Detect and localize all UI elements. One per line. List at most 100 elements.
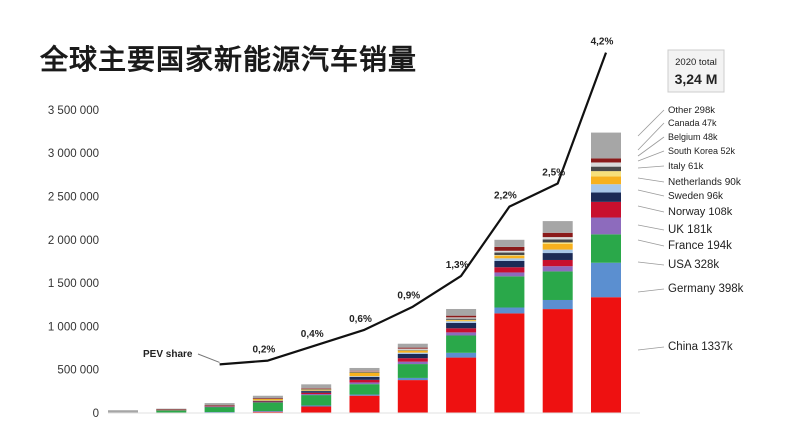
- bar-segment-france: [349, 382, 380, 385]
- bar-segment-norway: [349, 376, 380, 380]
- share-label: 0,9%: [397, 291, 420, 302]
- legend-leader: [637, 165, 665, 169]
- bar-segment-canada: [349, 370, 380, 372]
- total-value: 3,24 M: [675, 71, 718, 87]
- bar-segment-canada: [204, 405, 235, 406]
- bar-segment-netherlands: [301, 389, 332, 391]
- bar-segment-sweden: [494, 258, 525, 261]
- bar-segment-italy: [397, 350, 428, 351]
- bar-segment-china: [301, 406, 332, 413]
- bar-segment-usa: [591, 234, 621, 263]
- bar-segment-france: [542, 266, 573, 272]
- legend-label-germany: Germany 398k: [668, 283, 744, 295]
- legend-leader: [637, 189, 665, 197]
- chart-title: 全球主要国家新能源汽车销量: [40, 43, 418, 76]
- y-tick-label: 1 000 000: [48, 321, 99, 333]
- bar-segment-other: [446, 308, 477, 316]
- bar-segment-china: [542, 309, 573, 413]
- legend-leader: [637, 261, 665, 266]
- legend-label-china: China 1337k: [668, 341, 733, 353]
- bar-segment-norway: [542, 253, 573, 260]
- bar-segment-belgium: [349, 371, 380, 373]
- bar-segment-belgium: [397, 348, 428, 350]
- bar-segment-other: [591, 132, 621, 159]
- y-tick-label: 2 000 000: [48, 235, 99, 247]
- bar-segment-italy: [542, 242, 573, 244]
- bar-segment-uk: [252, 401, 283, 403]
- bar-segment-uk: [591, 201, 621, 218]
- bar-segment-south-korea: [349, 372, 380, 373]
- bar-segment-south-korea: [301, 389, 332, 390]
- bar-segment-sweden: [349, 376, 380, 377]
- bar-segment-sweden: [204, 405, 235, 407]
- bar-segment-netherlands: [542, 243, 573, 250]
- bar-segment-uk: [204, 406, 235, 407]
- y-tick-label: 500 000: [57, 365, 99, 377]
- bar-segment-belgium: [301, 388, 332, 390]
- bar-segment-netherlands: [591, 176, 621, 185]
- bar-segment-uk: [397, 358, 428, 362]
- bar-segment-usa: [252, 402, 283, 412]
- bar-segment-uk: [301, 392, 332, 395]
- bar-segment-usa: [156, 410, 187, 413]
- total-box: [667, 49, 725, 93]
- bar-segment-other: [108, 410, 138, 413]
- bar-segment-other: [301, 384, 332, 389]
- pev-share-leader: [197, 353, 220, 363]
- bar-segment-netherlands: [494, 255, 525, 259]
- legend-leader: [637, 136, 665, 157]
- total-caption: 2020 total: [675, 57, 717, 68]
- bar-segment-norway: [494, 260, 525, 268]
- bar-segment-norway: [301, 391, 332, 393]
- bar-segment-canada: [301, 388, 332, 389]
- bar-segment-sweden: [591, 184, 621, 193]
- legend-leader: [637, 205, 665, 213]
- bar-segment-south-korea: [542, 239, 573, 243]
- legend-leader: [637, 346, 665, 351]
- bar-segment-other: [542, 221, 573, 233]
- legend-label-italy: Italy 61k: [668, 161, 704, 172]
- legend-leader: [637, 224, 665, 231]
- bar-segment-other: [252, 395, 283, 398]
- bar-segment-usa: [542, 271, 573, 300]
- bar-segment-china: [252, 411, 283, 413]
- bar-segment-sweden: [252, 400, 283, 402]
- y-tick-label: 1 500 000: [48, 278, 99, 290]
- legend-label-canada: Canada 47k: [668, 118, 717, 128]
- bar-segment-south-korea: [397, 349, 428, 351]
- bar-segment-south-korea: [591, 166, 621, 172]
- bar-segment-china: [446, 357, 477, 413]
- bar-segment-usa: [494, 276, 525, 308]
- bar-segment-netherlands: [349, 372, 380, 377]
- bar-segment-france: [301, 394, 332, 396]
- bar-segment-germany: [252, 411, 283, 412]
- bar-segment-south-korea: [494, 252, 525, 256]
- legend-label-usa: USA 328k: [668, 259, 719, 271]
- bar-segment-canada: [591, 158, 621, 163]
- bar-segment-netherlands: [446, 320, 477, 322]
- bar-segment-italy: [591, 171, 621, 177]
- legend-leader: [637, 122, 665, 151]
- share-label: 0,4%: [301, 329, 324, 340]
- bar-segment-france: [494, 272, 525, 277]
- share-label: 1,3%: [446, 260, 469, 271]
- bar-segment-france: [446, 332, 477, 336]
- bar-segment-usa: [204, 406, 235, 413]
- bar-segment-china: [349, 395, 380, 413]
- bar-segment-other: [494, 239, 525, 247]
- pev-share-caption: PEV share: [143, 349, 193, 360]
- y-tick-label: 3 000 000: [48, 148, 99, 160]
- bar-segment-france: [591, 217, 621, 235]
- bar-segment-usa: [446, 335, 477, 353]
- bar-segment-uk: [494, 267, 525, 273]
- bar-segment-canada: [252, 397, 283, 399]
- y-tick-label: 0: [93, 408, 99, 420]
- bar-segment-germany: [301, 405, 332, 407]
- legend-label-netherlands: Netherlands 90k: [668, 177, 742, 188]
- legend-leader: [637, 288, 665, 293]
- bar-segment-canada: [446, 315, 477, 318]
- bar-segment-usa: [397, 364, 428, 378]
- share-label: 4,2%: [591, 37, 614, 48]
- bar-segment-norway: [397, 353, 428, 359]
